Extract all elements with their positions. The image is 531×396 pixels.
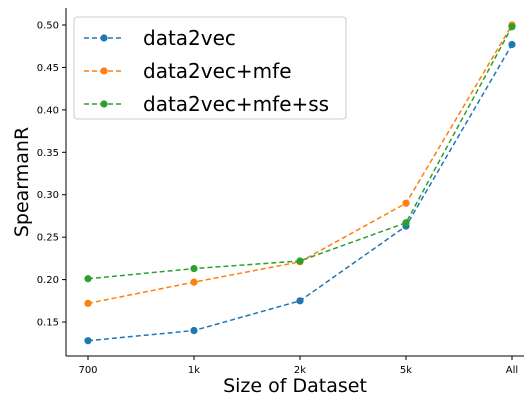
y-tick-label: 0.40 — [37, 105, 59, 116]
y-tick-label: 0.35 — [37, 148, 59, 159]
legend-entry: data2vec — [84, 26, 236, 50]
data-point — [84, 275, 92, 283]
x-tick-label: All — [506, 365, 518, 376]
data-point — [84, 337, 92, 345]
x-tick-label: 2k — [294, 365, 306, 376]
axes — [65, 8, 524, 357]
y-ticks: 0.15 0.20 0.25 0.30 0.35 0.40 0.45 0.50 — [37, 20, 66, 329]
data-point — [190, 326, 198, 335]
x-tick-label: 1k — [188, 365, 200, 376]
x-ticks: 700 1k 2k 5k All — [78, 356, 518, 376]
data-point — [296, 257, 304, 265]
legend-marker — [100, 100, 108, 108]
data-point — [296, 297, 304, 305]
series-data2vec-mfe-ss — [84, 23, 516, 283]
legend-entry: data2vec+mfe — [84, 59, 292, 83]
x-axis-title: Size of Dataset — [223, 375, 367, 396]
data-point — [402, 219, 410, 227]
series-group — [84, 21, 516, 345]
legend-marker — [100, 67, 108, 75]
legend-marker — [100, 34, 108, 42]
data-point — [190, 264, 198, 273]
legend-label: data2vec+mfe — [143, 59, 292, 83]
legend-entry: data2vec+mfe+ss — [84, 92, 329, 116]
legend-box — [73, 16, 347, 120]
y-tick-label: 0.50 — [37, 20, 59, 31]
data-point — [190, 278, 198, 286]
data-point — [402, 199, 410, 207]
data-point — [508, 40, 516, 49]
y-tick-label: 0.25 — [37, 233, 59, 244]
legend-label: data2vec+mfe+ss — [143, 92, 329, 116]
legend-label: data2vec — [143, 26, 236, 50]
x-tick-label: 5k — [400, 365, 412, 376]
legend: data2vec data2vec+mfe data2vec+mfe+ss — [73, 16, 347, 120]
y-axis-title: SpearmanR — [11, 127, 33, 237]
x-tick-label: 700 — [78, 365, 97, 376]
data-point — [84, 299, 92, 307]
y-tick-label: 0.20 — [37, 275, 59, 286]
y-tick-label: 0.45 — [37, 63, 59, 74]
y-tick-label: 0.15 — [37, 318, 59, 329]
y-tick-label: 0.30 — [37, 190, 59, 201]
data-point — [508, 23, 516, 31]
